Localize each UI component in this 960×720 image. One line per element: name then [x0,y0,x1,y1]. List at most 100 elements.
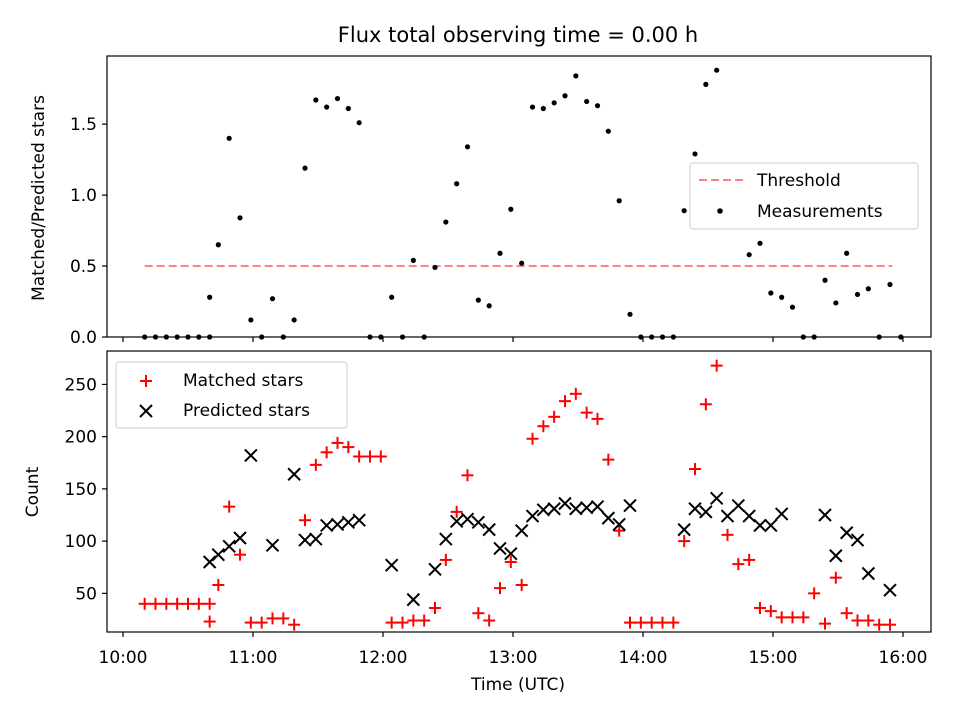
matched-star-point [192,597,205,610]
matched-star-point [591,412,604,425]
matched-star-point [775,611,788,624]
predicted-star-point [731,498,746,513]
matched-star-point [342,441,355,454]
measurement-point [551,100,557,106]
top-ytick-label: 0.0 [70,328,97,348]
matched-star-point [418,614,431,627]
predicted-star-point [309,532,323,546]
bottom-plot-ylabel: Count [23,466,43,517]
predicted-star-point [677,522,691,537]
matched-star-point [255,616,268,629]
matched-star-point [461,469,474,482]
predicted-star-point [883,583,897,597]
matched-star-point [699,398,712,411]
bottom-legend-matched-label: Matched stars [183,371,303,391]
matched-star-point [515,578,528,591]
top-legend: Threshold Measurements [689,162,919,230]
top-legend-measurements-label: Measurements [757,202,883,222]
predicted-star-point [818,508,832,522]
matched-star-point [840,607,853,620]
top-legend-frame [689,162,919,230]
matched-star-point [678,535,691,548]
measurement-point [237,215,243,221]
matched-star-point [203,615,216,628]
predicted-star-point [439,532,453,546]
matched-star-point [710,359,723,372]
measurement-point [486,303,492,309]
predicted-star-point [569,502,583,516]
measurement-point [475,297,481,303]
predicted-star-point [612,517,626,532]
predicted-star-point [287,467,301,481]
predicted-star-point [699,505,713,519]
measurement-point [497,250,503,256]
matched-star-point [851,614,864,627]
measurement-point [540,105,546,112]
measurement-point [313,97,319,103]
predicted-star-point [709,491,724,505]
measurement-point [562,93,568,99]
predicted-star-point [482,522,496,537]
bottom-plot-frame [106,350,932,633]
matched-star-point [797,611,810,624]
predicted-star-point [720,509,735,523]
matched-star-point [732,558,745,571]
predicted-star-point [774,507,789,521]
matched-star-point [212,578,225,591]
top-ytick-label: 1.0 [70,186,97,206]
bottom-plot: 50 100 150 200 250 10:00 11:00 12:00 13:00 14:00 1… [23,350,932,695]
bottom-xtick-label: 11:00 [229,648,278,668]
predicted-star-point [449,514,464,528]
measurement-point [334,95,341,102]
predicted-star-point [428,562,442,577]
predicted-star-point [319,518,334,533]
matched-star-point [569,387,582,400]
predicted-star-point [460,512,475,526]
matched-star-point [537,420,550,433]
predicted-star-point [623,498,637,513]
matched-star-point [764,605,777,618]
matched-star-point [721,528,734,541]
matched-star-point [559,395,571,408]
predicted-star-point [298,533,312,547]
measurement-point [410,257,416,263]
matched-star-point [656,616,669,629]
matched-star-point [299,514,311,527]
predicted-star-point [850,533,865,547]
bottom-plot-marks [138,359,897,631]
bottom-plot-axes: 50 100 150 200 250 10:00 11:00 12:00 13:00 14:00 1… [65,350,932,668]
bottom-xtick-label: 14:00 [619,648,668,668]
predicted-star-point [536,503,551,517]
matched-star-point [602,453,615,466]
measurement-point [822,277,828,283]
matched-star-point [472,607,485,620]
matched-star-point [331,436,344,449]
predicted-star-point [222,539,236,554]
matched-star-point [138,597,151,610]
matched-star-point [613,524,626,537]
predicted-star-point [471,515,486,530]
predicted-star-point [406,592,421,607]
bottom-legend: Matched stars Predicted stars [115,361,348,429]
predicted-star-point [839,526,854,540]
predicted-star-point [579,500,594,515]
measurement-point [519,260,525,266]
top-legend-measurements-swatch [717,208,723,214]
measurement-point [432,264,438,271]
bottom-xtick-label: 13:00 [489,648,538,668]
matched-star-point [829,571,842,584]
chart-title: Flux total observing time = 0.00 h [338,23,698,47]
matched-star-point [234,548,246,561]
measurement-point [865,286,871,292]
matched-star-point [548,410,561,423]
predicted-star-point [265,538,280,553]
bottom-xtick-label: 16:00 [879,648,928,668]
matched-star-point [309,458,322,471]
matched-star-point [645,616,658,629]
measurement-point [508,206,514,212]
matched-star-point [396,616,409,629]
predicted-star-point [514,523,529,538]
measurement-point [854,291,861,298]
measurement-point [443,219,449,225]
